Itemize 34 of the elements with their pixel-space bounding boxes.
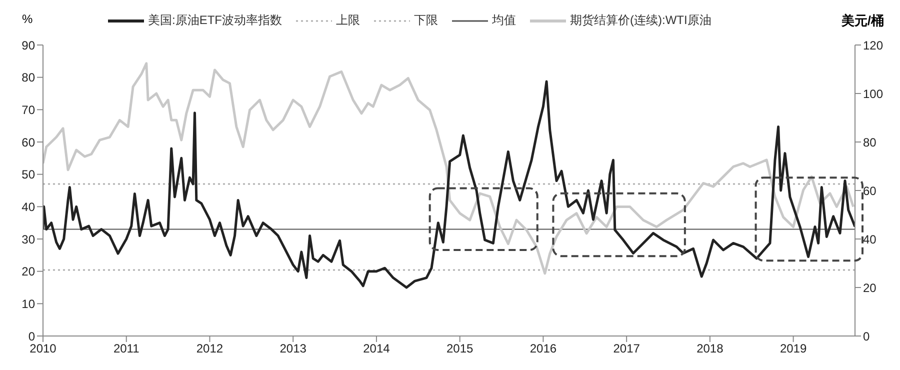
legend-label: 上限 [336, 12, 360, 29]
y-tick-label: 40 [22, 200, 36, 214]
y-tick-label: 80 [22, 70, 36, 85]
y2-tick-label: 20 [863, 280, 877, 295]
y2-tick-label: 0 [863, 329, 870, 344]
x-tick-label: 2018 [696, 342, 724, 356]
y2-tick-label: 40 [863, 232, 877, 246]
y2-tick-label: 120 [863, 38, 884, 52]
y-tick-label: 90 [22, 38, 36, 52]
x-tick-label: 2015 [446, 342, 474, 356]
x-tick-label: 2011 [113, 342, 140, 356]
x-tick-label: 2014 [363, 342, 390, 356]
y2-tick-label: 60 [863, 184, 877, 198]
x-tick-label: 2013 [280, 342, 307, 356]
y2-axis-title: 美元/桶 [841, 12, 884, 30]
y-tick-label: 30 [22, 232, 36, 246]
y-tick-label: 0 [28, 329, 36, 344]
y2-tick-label: 80 [863, 135, 877, 150]
x-tick-label: 2016 [530, 342, 557, 356]
legend-label: 均值 [492, 12, 516, 29]
x-tick-label: 2019 [780, 342, 807, 356]
y-tick-label: 50 [22, 168, 36, 182]
legend-label: 美国:原油ETF波动率指数 [148, 12, 282, 29]
x-tick-label: 2017 [613, 342, 640, 356]
y2-tick-label: 100 [863, 86, 884, 101]
y-axis-title: % [22, 12, 33, 26]
y-tick-label: 20 [22, 264, 36, 279]
legend-label: 下限 [414, 12, 438, 29]
x-tick-label: 2010 [30, 342, 57, 356]
legend-label: 期货结算价(连续):WTI原油 [570, 12, 712, 29]
y-tick-label: 10 [22, 296, 36, 311]
y-tick-label: 70 [22, 102, 36, 117]
y-tick-label: 60 [22, 135, 36, 150]
x-tick-label: 2012 [196, 342, 224, 356]
